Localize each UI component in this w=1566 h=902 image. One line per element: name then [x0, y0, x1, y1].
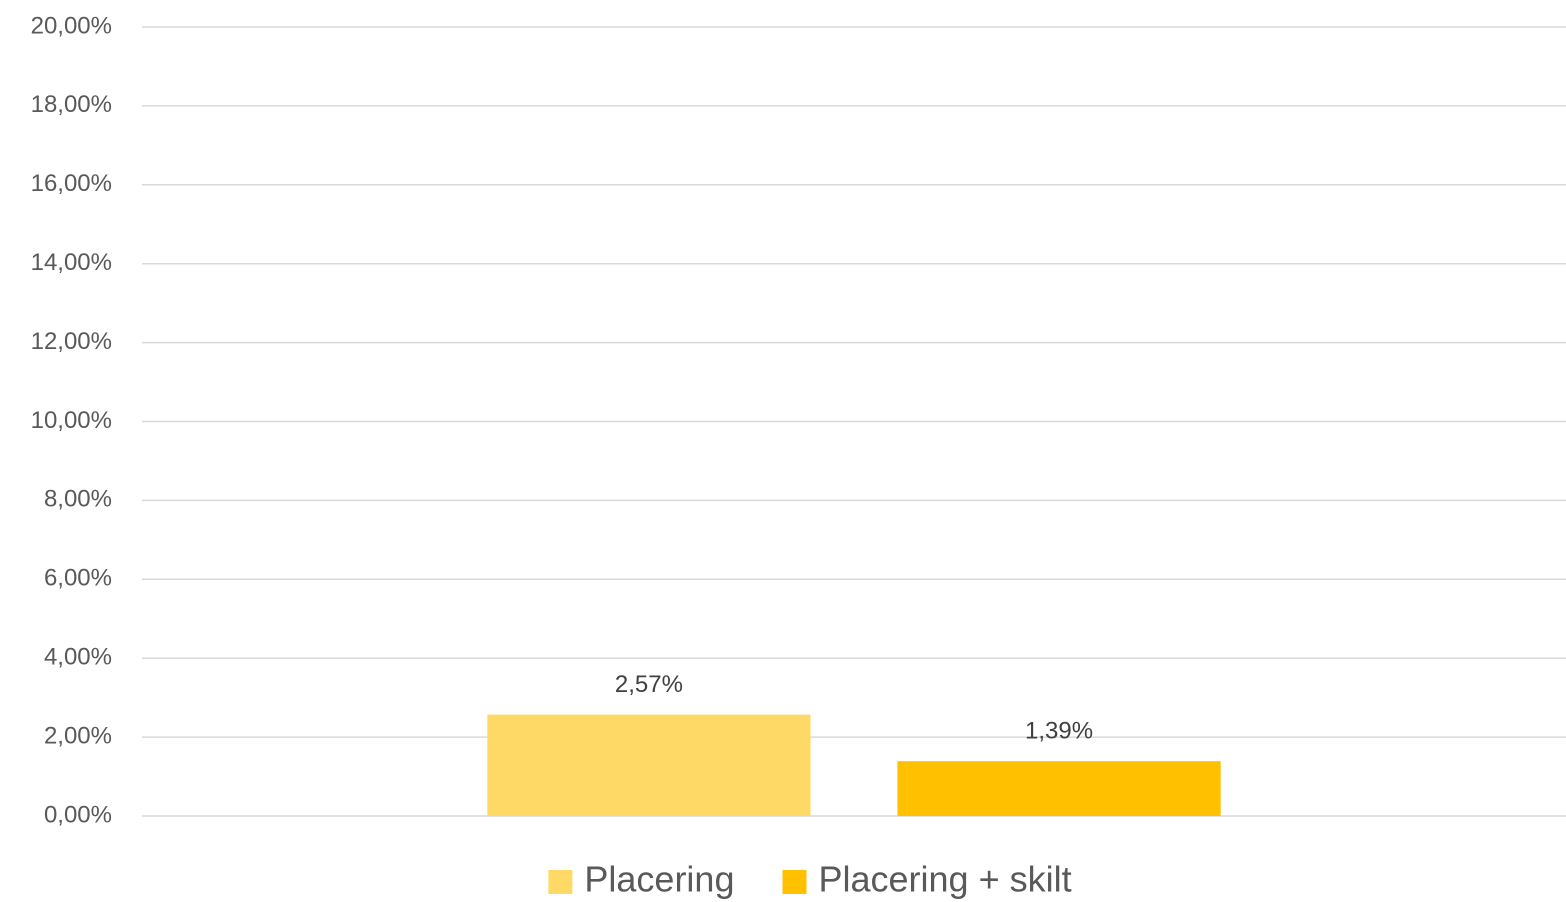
legend-swatch: [548, 870, 573, 894]
y-tick-label: 14,00%: [31, 249, 112, 276]
legend-swatch: [782, 870, 807, 894]
y-tick-label: 16,00%: [31, 170, 112, 197]
y-tick-label: 18,00%: [31, 91, 112, 118]
legend-label: Placering + skilt: [818, 859, 1071, 900]
value-label: 2,57%: [615, 671, 683, 698]
bar: [487, 714, 811, 816]
y-tick-label: 6,00%: [44, 565, 112, 592]
y-tick-label: 8,00%: [44, 486, 112, 513]
bar: [897, 761, 1221, 816]
y-tick-label: 4,00%: [44, 644, 112, 671]
y-tick-label: 12,00%: [31, 328, 112, 355]
y-tick-label: 20,00%: [31, 12, 112, 39]
y-tick-label: 10,00%: [31, 407, 112, 434]
value-label: 1,39%: [1025, 718, 1093, 745]
y-tick-label: 0,00%: [44, 801, 112, 828]
y-tick-label: 2,00%: [44, 722, 112, 749]
legend-label: Placering: [584, 859, 734, 900]
